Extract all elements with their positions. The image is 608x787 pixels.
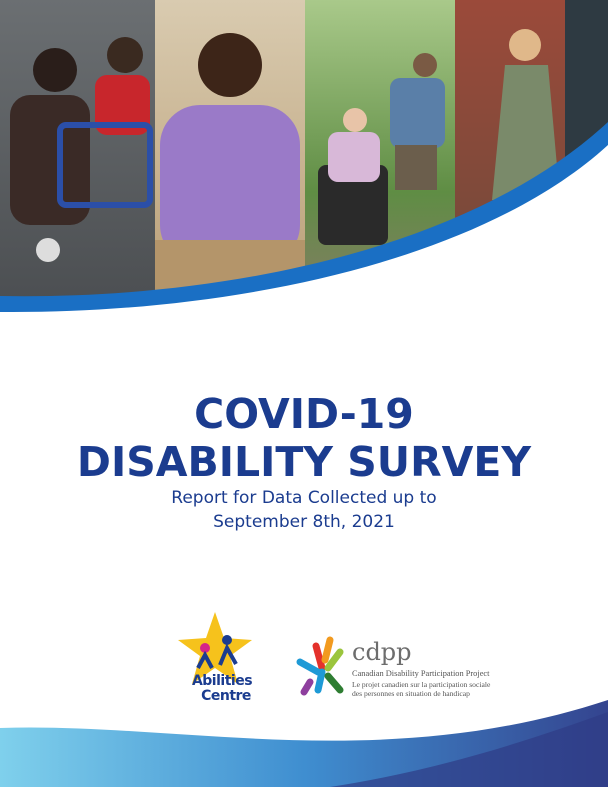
title-line: COVID-19 <box>194 390 414 438</box>
logo-figure <box>222 635 232 645</box>
cdpp-french: des personnes en situation de handicap <box>352 689 470 698</box>
subtitle-line: September 8th, 2021 <box>213 512 395 532</box>
title-line: DISABILITY SURVEY <box>77 438 532 486</box>
logo-star <box>178 612 252 684</box>
photo-figure <box>33 48 77 92</box>
photo-figure <box>343 108 367 132</box>
photo-figure <box>328 132 380 182</box>
photo-figure <box>160 105 300 265</box>
cdpp-name: cdpp <box>352 638 412 666</box>
photo-wheelchair <box>318 165 388 245</box>
photo-figure <box>413 53 437 77</box>
logo-text: Abilities <box>192 673 252 689</box>
logo-text: Centre <box>201 688 251 704</box>
photo-figure <box>395 145 437 190</box>
photo-figure <box>390 78 445 148</box>
photo-figure <box>107 37 143 73</box>
photo-walker <box>57 122 153 208</box>
photo-figure <box>509 29 541 61</box>
bottom-wave-dark <box>330 712 608 787</box>
curve-white <box>0 145 608 787</box>
cdpp-icon <box>296 636 344 696</box>
cdpp-french: Le projet canadien sur la participation … <box>352 680 491 689</box>
logo-figure <box>200 643 210 653</box>
cdpp-full-name: Canadian Disability Participation Projec… <box>352 669 490 678</box>
subtitle-line: Report for Data Collected up to <box>171 488 436 508</box>
photo-figure <box>198 33 262 97</box>
photo-wheel <box>36 238 60 262</box>
photo-figure <box>492 65 560 200</box>
logo-figure <box>196 643 238 669</box>
photo-figure <box>95 75 150 135</box>
